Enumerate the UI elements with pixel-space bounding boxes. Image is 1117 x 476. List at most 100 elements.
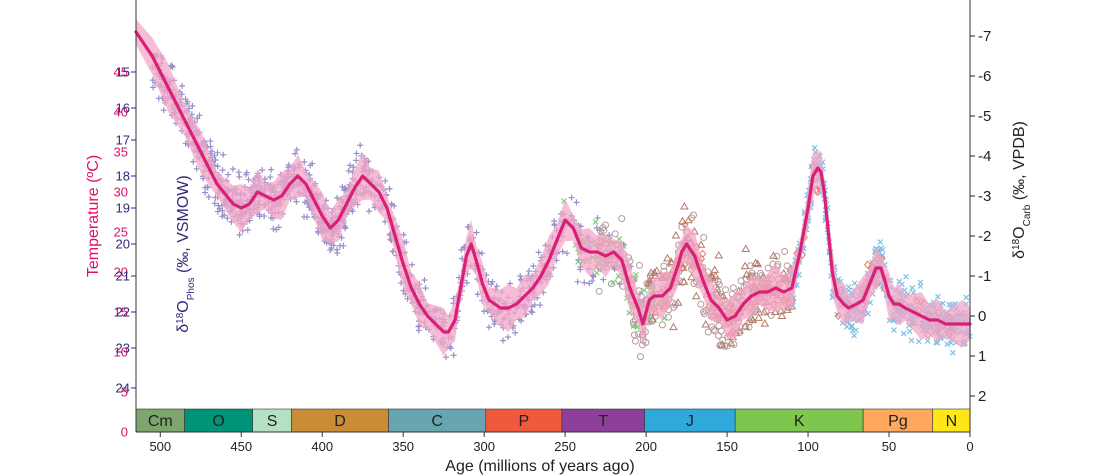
data-point [150, 84, 157, 91]
data-point [593, 224, 600, 231]
data-point [648, 314, 658, 323]
data-point [641, 287, 648, 294]
data-point [776, 306, 786, 314]
data-point [681, 220, 689, 229]
data-point [630, 323, 637, 329]
data-point [189, 102, 196, 109]
data-point [740, 261, 750, 270]
data-point [212, 157, 219, 164]
data-point [754, 313, 764, 321]
data-point [777, 311, 787, 319]
data-point [474, 291, 481, 298]
data-point [863, 260, 872, 270]
data-point [759, 307, 769, 316]
data-point [779, 269, 789, 277]
data-point [877, 239, 884, 245]
data-point [528, 308, 535, 315]
data-point [633, 271, 639, 278]
data-point [848, 322, 855, 329]
data-point [767, 311, 775, 319]
data-point [593, 269, 600, 276]
period-label: D [334, 413, 346, 430]
carbonate-axis-title: δ18OCarb (‰, VPDB) [1011, 121, 1033, 259]
data-point [753, 259, 763, 268]
data-point [346, 162, 353, 169]
data-point [202, 184, 209, 191]
period-label: Cm [148, 413, 173, 430]
data-point [205, 194, 212, 201]
data-point [381, 218, 388, 225]
data-point [365, 208, 372, 215]
data-point [631, 337, 639, 345]
data-point [333, 246, 340, 253]
data-point [746, 318, 754, 326]
data-point [422, 285, 429, 292]
geologic-period-bar: Cm O S D C P T J K Pg N [135, 408, 971, 433]
x-tick-label: 100 [797, 439, 819, 454]
data-point [568, 194, 575, 201]
temperature-tick-label: 35 [114, 145, 128, 160]
data-point [301, 158, 308, 165]
data-point [537, 302, 544, 309]
data-point [618, 215, 626, 223]
confidence-band [136, 19, 970, 356]
data-point [903, 273, 909, 280]
carbonate-tick-label: -4 [978, 148, 991, 165]
data-point [345, 167, 352, 174]
data-point [730, 341, 738, 349]
carbonate-tick-label: -5 [978, 108, 991, 125]
data-point [334, 194, 341, 201]
data-point [535, 249, 542, 256]
data-point [848, 324, 855, 330]
data-point [529, 309, 536, 316]
data-point [770, 307, 780, 316]
data-point [268, 166, 275, 173]
data-point [214, 208, 221, 215]
data-point [760, 319, 770, 327]
data-point [327, 247, 334, 254]
data-point [646, 272, 654, 280]
data-point [669, 322, 678, 331]
carbonate-tick-label: -1 [978, 268, 991, 285]
data-point [711, 276, 719, 284]
data-point [382, 177, 389, 184]
data-point [235, 169, 242, 176]
data-point [421, 276, 428, 283]
data-point [660, 262, 668, 270]
data-point [340, 242, 347, 249]
data-point [293, 198, 300, 205]
data-point [211, 200, 218, 207]
data-point [595, 287, 603, 295]
data-point [851, 280, 858, 287]
data-point [525, 268, 532, 275]
period-label: N [946, 413, 958, 430]
data-point [590, 273, 597, 280]
data-point [357, 142, 364, 149]
data-point [781, 248, 789, 256]
data-point [214, 149, 221, 156]
x-tick-label: 400 [311, 439, 333, 454]
data-point [722, 286, 730, 294]
data-point [891, 327, 897, 333]
data-point [391, 202, 398, 209]
data-point [403, 239, 410, 246]
temperature-tick-label: 15 [114, 305, 128, 320]
data-point [267, 174, 274, 181]
carbonate-tick-label: 1 [978, 348, 986, 365]
data-point [714, 251, 724, 259]
x-tick-label: 500 [149, 439, 171, 454]
data-point [949, 349, 956, 356]
data-point [691, 291, 701, 300]
data-point [589, 277, 596, 284]
period-label: P [519, 413, 530, 430]
data-point [214, 163, 221, 170]
data-point [689, 211, 697, 219]
data-point [236, 231, 243, 238]
carbonate-tick-label: -3 [978, 188, 991, 205]
data-point [415, 323, 422, 330]
data-point [741, 244, 751, 252]
data-point [225, 171, 232, 178]
data-point [663, 253, 672, 262]
phosphate-tick-label: 16 [116, 101, 130, 116]
data-point [934, 339, 941, 346]
